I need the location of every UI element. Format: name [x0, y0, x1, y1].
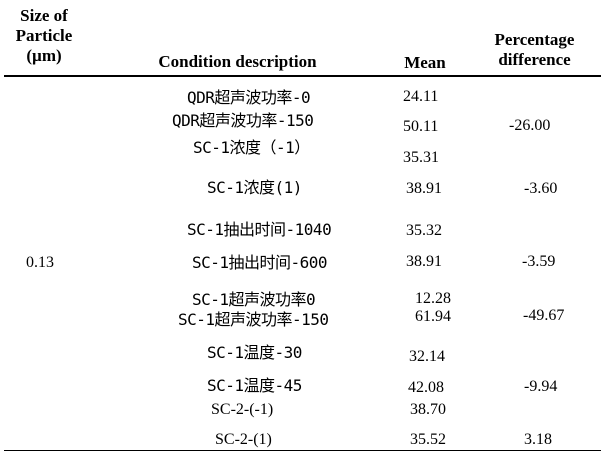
mean-cell: 50.11 [403, 118, 439, 135]
condition-cell: SC-1抽出时间-1040 [187, 220, 332, 239]
diff-cell: -3.59 [522, 253, 556, 270]
mean-cell: 24.11 [403, 88, 439, 105]
condition-cell: SC-1浓度(1) [207, 178, 302, 197]
header-percentage: Percentage difference [482, 30, 587, 70]
mean-cell: 38.70 [410, 401, 446, 418]
mean-cell: 32.14 [409, 348, 445, 365]
mean-cell: 35.32 [406, 222, 442, 239]
header-size-line3: (µm) [26, 46, 62, 65]
condition-cell: QDR超声波功率-0 [187, 88, 311, 107]
header-size-line2: Particle [15, 26, 73, 45]
condition-cell: QDR超声波功率-150 [172, 111, 314, 130]
header-rule [4, 75, 601, 77]
header-mean: Mean [404, 53, 446, 72]
mean-cell: 12.28 [415, 290, 451, 307]
header-condition: Condition description [158, 52, 317, 71]
condition-cell: SC-2-(-1) [211, 401, 274, 418]
header-size: Size of Particle (µm) [8, 6, 80, 66]
mean-cell: 35.52 [410, 431, 446, 448]
mean-cell: 38.91 [406, 253, 442, 270]
bottom-rule [4, 450, 601, 451]
header-pct-line2: difference [498, 50, 571, 69]
condition-cell: SC-1温度-30 [207, 343, 302, 362]
mean-cell: 42.08 [408, 379, 444, 396]
size-value: 0.13 [26, 254, 54, 271]
header-pct-line1: Percentage [494, 30, 575, 49]
diff-cell: -9.94 [524, 378, 558, 395]
mean-cell: 38.91 [406, 180, 442, 197]
condition-cell: SC-1抽出时间-600 [192, 253, 328, 272]
diff-cell: -49.67 [523, 307, 565, 324]
mean-cell: 35.31 [403, 149, 439, 166]
mean-cell: 61.94 [415, 308, 451, 325]
condition-cell: SC-1超声波功率0 [192, 290, 316, 309]
header-size-line1: Size of [20, 6, 68, 25]
diff-cell: 3.18 [524, 431, 552, 448]
condition-cell: SC-2-(1) [215, 431, 272, 448]
condition-cell: SC-1浓度（-1） [193, 138, 310, 157]
condition-cell: SC-1超声波功率-150 [178, 310, 329, 329]
diff-cell: -26.00 [509, 117, 551, 134]
condition-cell: SC-1温度-45 [207, 376, 302, 395]
diff-cell: -3.60 [524, 180, 558, 197]
